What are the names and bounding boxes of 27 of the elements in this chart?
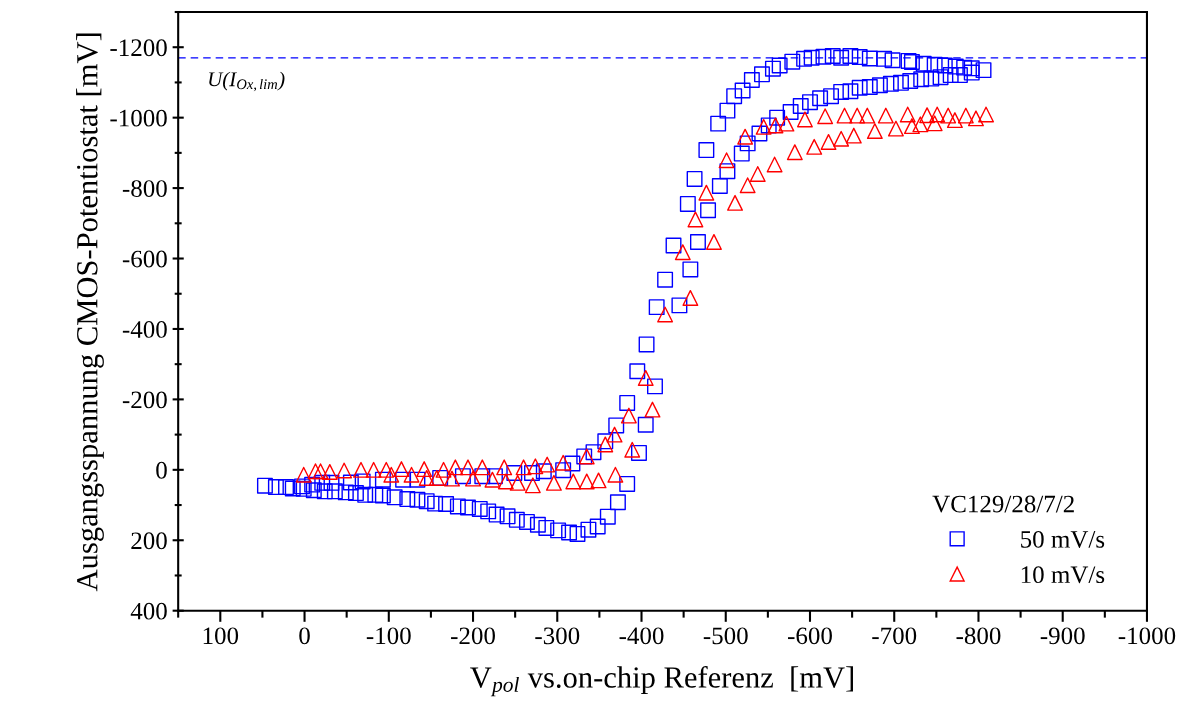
legend-label: 10 mV/s [1021,566,1105,584]
x-tick-label: -700 [872,627,917,645]
y-tick-label: 0 [156,461,167,479]
x-axis-title: V$_{pol}$ vs.on-chip Referenz [mV] [470,666,853,697]
x-tick-label: -100 [366,627,411,645]
x-tick-label: -300 [535,627,580,645]
y-tick-label: -1000 [110,109,167,127]
x-tick-label: -200 [451,627,495,645]
ref-line-label: U(I$_{Ox,lim}$) [209,71,285,92]
x-tick-label: -500 [703,627,748,645]
y-tick-label: -800 [122,180,167,198]
x-tick-label: 100 [203,627,239,645]
x-tick-label: 0 [299,627,310,645]
y-tick-label: 200 [131,532,167,550]
y-axis-title: Ausgangsspannung CMOS-Potentiostat [mV] [76,33,104,592]
y-tick-label: -400 [122,321,167,338]
legend-title: VC129/28/7/2 [932,495,1074,513]
y-tick-label: -600 [122,250,167,268]
x-tick-label: -1000 [1118,627,1176,645]
legend-label: 50 mV/s [1021,530,1105,548]
y-tick-label: -200 [122,391,167,409]
y-tick-label: -1200 [110,39,167,57]
x-tick-label: -800 [956,627,1001,645]
x-tick-label: -400 [619,627,664,645]
y-tick-label: 400 [130,602,167,620]
x-tick-label: -900 [1040,627,1085,645]
x-tick-label: -600 [788,627,832,645]
